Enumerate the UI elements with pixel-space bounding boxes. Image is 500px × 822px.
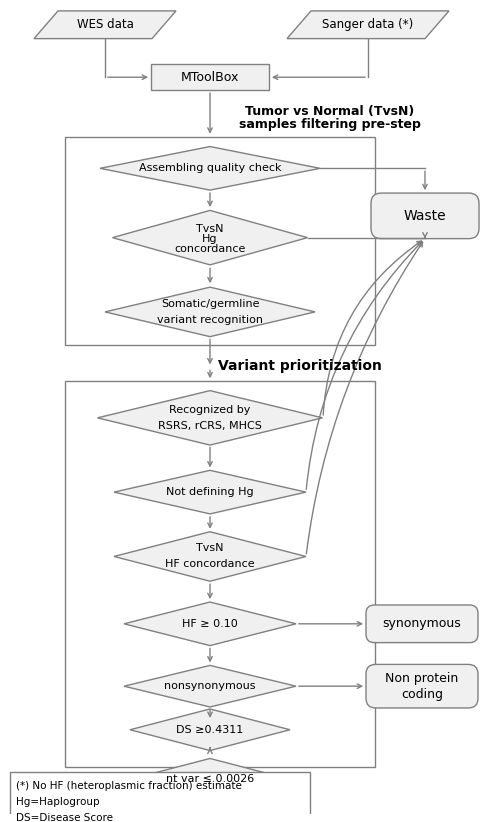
FancyArrowPatch shape [323, 241, 422, 415]
Text: Waste: Waste [404, 209, 446, 223]
Text: Sanger data (*): Sanger data (*) [322, 18, 414, 31]
Polygon shape [114, 532, 306, 581]
Polygon shape [130, 709, 290, 750]
Text: coding: coding [401, 688, 443, 700]
Text: Hg=Haplogroup: Hg=Haplogroup [16, 797, 100, 807]
Text: Hg: Hg [202, 233, 218, 243]
Polygon shape [98, 390, 322, 445]
Text: concordance: concordance [174, 243, 246, 253]
Text: samples filtering pre-step: samples filtering pre-step [239, 118, 421, 132]
Text: MToolBox: MToolBox [181, 71, 239, 84]
Polygon shape [124, 665, 296, 707]
Polygon shape [130, 759, 290, 800]
Text: Non protein: Non protein [386, 672, 458, 685]
Text: nt var ≤ 0.0026: nt var ≤ 0.0026 [166, 774, 254, 784]
Text: synonymous: synonymous [382, 617, 462, 630]
Text: WES data: WES data [76, 18, 134, 31]
Text: HF ≥ 0.10: HF ≥ 0.10 [182, 619, 238, 629]
Bar [65, 136, 375, 344]
FancyArrowPatch shape [306, 242, 422, 489]
Text: Somatic/germline: Somatic/germline [161, 299, 259, 309]
Text: variant recognition: variant recognition [157, 315, 263, 325]
Text: RSRS, rCRS, MHCS: RSRS, rCRS, MHCS [158, 421, 262, 431]
Text: TvsN: TvsN [196, 224, 224, 233]
Text: (*) No HF (heteroplasmic fraction) estimate: (*) No HF (heteroplasmic fraction) estim… [16, 781, 242, 792]
Polygon shape [124, 602, 296, 645]
Text: DS ≥0.4311: DS ≥0.4311 [176, 725, 244, 735]
Text: DS=Disease Score: DS=Disease Score [16, 813, 113, 822]
Polygon shape [34, 11, 176, 39]
Text: nonsynonymous: nonsynonymous [164, 681, 256, 691]
Text: TvsN: TvsN [196, 543, 224, 552]
Polygon shape [114, 470, 306, 514]
Text: Not defining Hg: Not defining Hg [166, 487, 254, 497]
Polygon shape [105, 287, 315, 337]
Polygon shape [100, 146, 320, 190]
FancyBboxPatch shape [366, 664, 478, 708]
Bar [65, 381, 375, 768]
FancyBboxPatch shape [366, 605, 478, 643]
Text: Assembling quality check: Assembling quality check [139, 164, 281, 173]
Bar [10, 773, 310, 822]
Text: HF concordance: HF concordance [165, 560, 255, 570]
Polygon shape [112, 210, 308, 265]
Bar [151, 64, 269, 90]
FancyBboxPatch shape [371, 193, 479, 238]
FancyArrowPatch shape [306, 242, 422, 554]
Polygon shape [287, 11, 449, 39]
Text: Variant prioritization: Variant prioritization [218, 359, 382, 373]
Text: Tumor vs Normal (TvsN): Tumor vs Normal (TvsN) [246, 105, 414, 118]
Text: Recognized by: Recognized by [170, 405, 250, 415]
